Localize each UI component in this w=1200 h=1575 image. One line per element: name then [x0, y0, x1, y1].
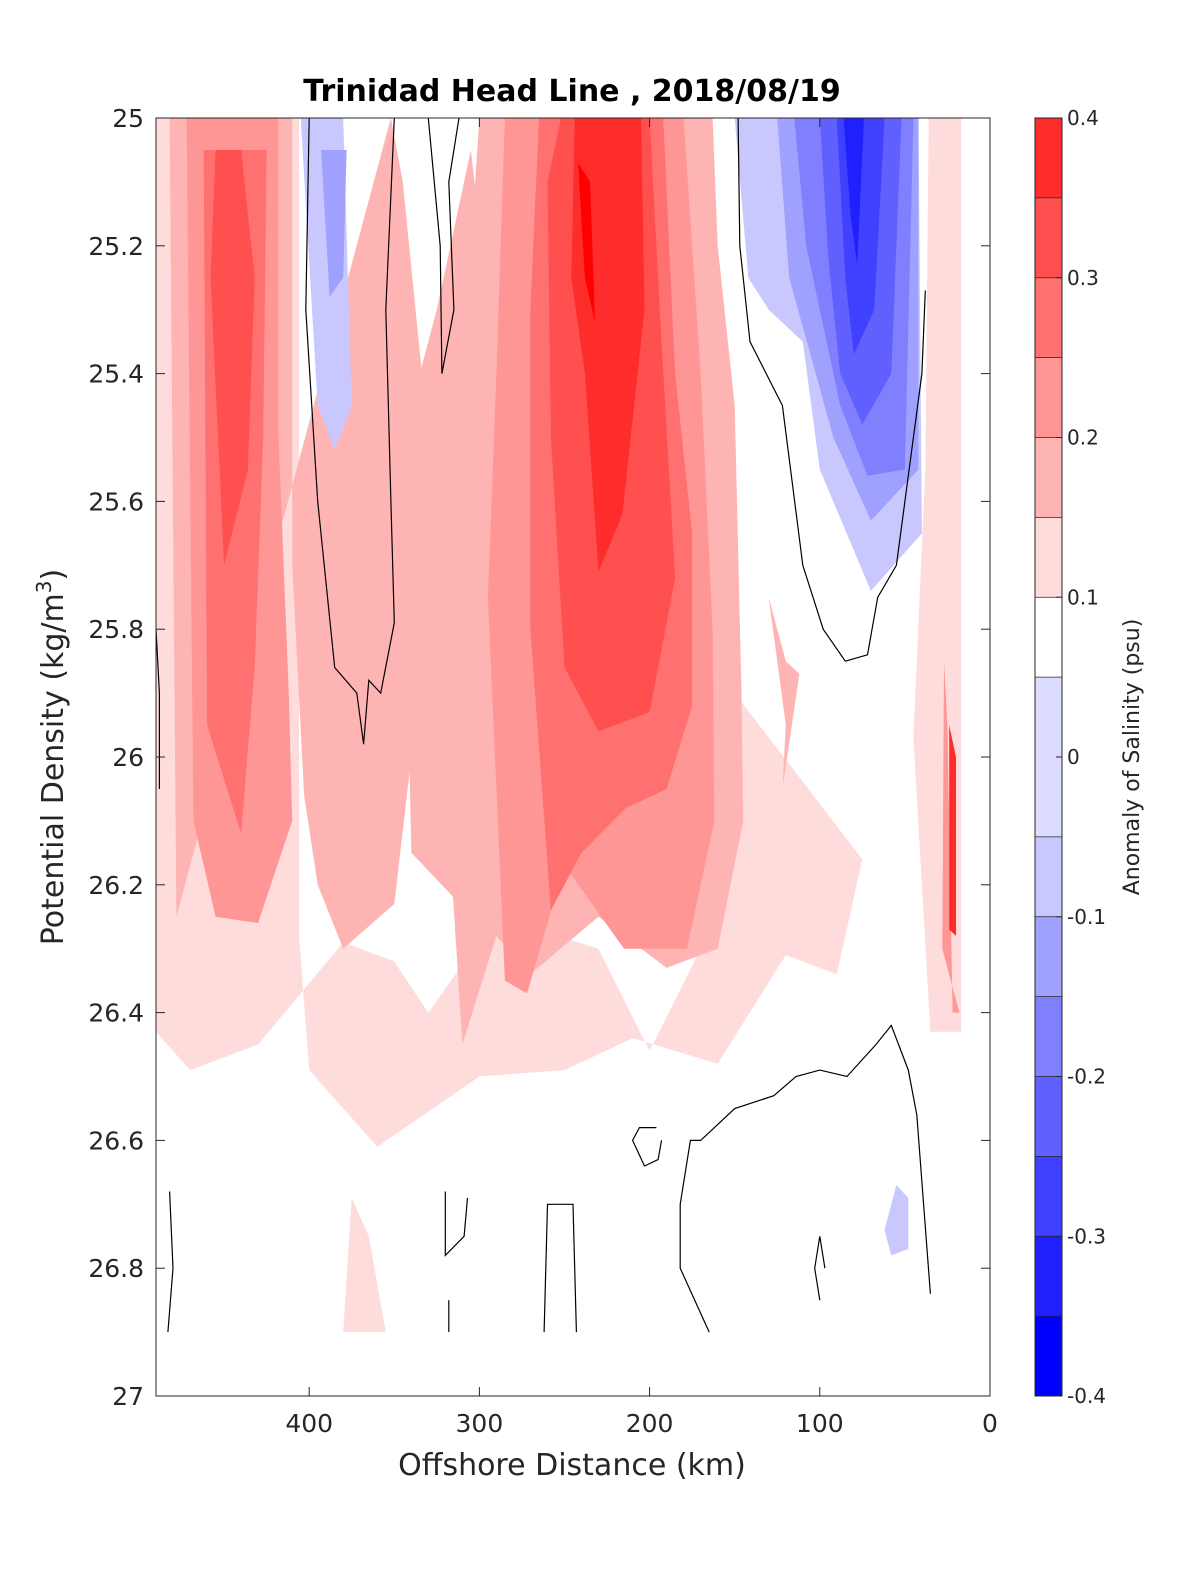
anomaly-region-negative-patch-380-km-inner [321, 150, 347, 297]
y-axis-label-text: Potential Density (kg/m [36, 593, 71, 945]
x-axis: 400 300 200 100 0 [285, 118, 998, 1438]
colorbar-tick-label: 0.3 [1067, 266, 1099, 290]
y-tick-label: 26 [112, 743, 144, 772]
x-tick-label: 200 [626, 1409, 674, 1438]
colorbar-band [1035, 1156, 1062, 1237]
anomaly-region-deep-patch-365-km [343, 1197, 386, 1333]
colorbar-band [1035, 197, 1062, 278]
zero-contour-zero-line-b [305, 118, 395, 745]
y-axis-label-superscript: 3 [32, 580, 56, 593]
chart-title: Trinidad Head Line , 2018/08/19 [303, 74, 840, 109]
colorbar-band [1035, 118, 1062, 198]
colorbar-tick-label: -0.4 [1067, 1384, 1106, 1408]
colorbar-band [1035, 437, 1062, 518]
colorbar-band [1035, 916, 1062, 997]
zero-contour-zero-line-i [543, 1203, 577, 1333]
zero-contour-zero-line-c [427, 118, 460, 374]
anomaly-region-coastal-band [942, 661, 960, 1013]
colorbar-band [1035, 357, 1062, 438]
colorbar-band [1035, 517, 1062, 598]
colorbar-band [1035, 1076, 1062, 1157]
colorbar-label: Anomaly of Salinity (psu) [1120, 619, 1145, 896]
zero-contour-zero-line-j [679, 1024, 931, 1333]
x-tick-label: 100 [796, 1409, 844, 1438]
anomaly-fill-layer [156, 118, 962, 1333]
anomaly-region-coastal-red [949, 725, 956, 936]
zero-contour-zero-line-g [444, 1191, 469, 1257]
y-tick-label: 25.8 [88, 615, 144, 644]
y-tick-label: 25.6 [88, 487, 144, 516]
y-tick-label: 25.2 [88, 232, 144, 261]
y-tick-label: 25 [112, 104, 144, 133]
x-axis-label: Offshore Distance (km) [398, 1448, 746, 1483]
x-tick-label: 0 [982, 1409, 998, 1438]
anomaly-region-inshore-patch-120-km [768, 597, 800, 789]
y-axis-label: Potential Density (kg/m3) [32, 569, 71, 945]
anomaly-region-mid-section-tongue [402, 150, 497, 898]
y-tick-label: 26.8 [88, 1254, 144, 1283]
colorbar-tick-label: 0.2 [1067, 426, 1099, 450]
anomaly-region-central-plume-center [578, 162, 596, 323]
y-tick-label: 26.6 [88, 1126, 144, 1155]
y-tick-label: 27 [112, 1382, 144, 1411]
y-tick-label: 25.4 [88, 360, 144, 389]
anomaly-region-coastal-edge [913, 118, 962, 1032]
colorbar-tick-label: 0.4 [1067, 106, 1099, 130]
zero-contour-zero-line-d [737, 118, 926, 662]
y-tick-label: 26.2 [88, 871, 144, 900]
colorbar-tick-label: 0.1 [1067, 585, 1099, 609]
zero-contour-layer [156, 118, 931, 1333]
colorbar-tick-label: -0.3 [1067, 1224, 1106, 1248]
anomaly-region-negative-inshore-85-km-max [843, 118, 864, 265]
colorbar-band [1035, 597, 1062, 678]
colorbar-tick-label: 0 [1067, 745, 1080, 769]
plot-area [155, 117, 991, 1397]
y-tick-label: 26.4 [88, 999, 144, 1028]
x-tick-label: 400 [285, 1409, 333, 1438]
y-axis: 25 25.2 25.4 25.6 25.8 26 26.2 26.4 26.6 26.8 27 [88, 104, 990, 1411]
zero-contour-zero-line-k [814, 1236, 826, 1301]
colorbar-ticks: 0.4 0.3 0.2 0.1 0 -0.1 -0.2 -0.3 -0.4 [1035, 106, 1106, 1408]
colorbar-bands [1035, 118, 1062, 1396]
anomaly-region-small-negative-60-km-deep [884, 1185, 909, 1256]
colorbar-band [1035, 996, 1062, 1077]
anomaly-region-offshore-max-455-km [210, 150, 255, 566]
colorbar-band [1035, 1316, 1062, 1396]
zero-contour-zero-line-e [631, 1126, 663, 1167]
colorbar-tick-label: -0.1 [1067, 905, 1106, 929]
colorbar-tick-label: -0.2 [1067, 1065, 1106, 1089]
zero-contour-zero-line-f [167, 1191, 174, 1333]
colorbar-band [1035, 1236, 1062, 1317]
x-tick-label: 300 [456, 1409, 504, 1438]
colorbar: 0.4 0.3 0.2 0.1 0 -0.1 -0.2 -0.3 -0.4 Anomaly of… [1034, 106, 1145, 1408]
y-axis-label-close: ) [36, 569, 71, 581]
colorbar-band [1035, 836, 1062, 917]
colorbar-band [1035, 277, 1062, 358]
